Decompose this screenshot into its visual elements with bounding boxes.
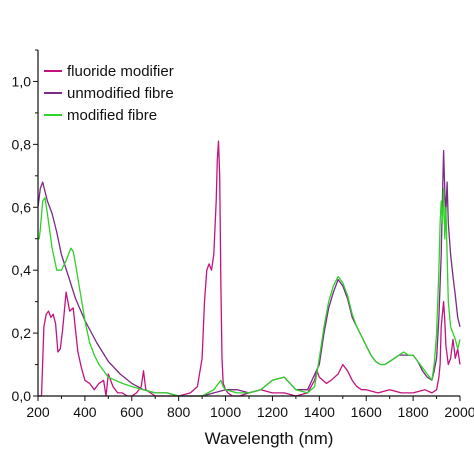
x-tick-labels: 200 400 600 800 1000 1200 1400 1600 1800 2000 [26, 396, 474, 420]
legend-label: fluoride modifier [67, 63, 174, 80]
legend-label: modified fibre [67, 107, 157, 124]
x-tick-label: 800 [167, 404, 191, 420]
legend: fluoride modifier unmodified fibre modifie… [44, 63, 174, 124]
y-tick-label: 0,4 [12, 262, 32, 278]
plot-background [38, 50, 460, 396]
y-tick-label: 0,2 [12, 325, 32, 341]
legend-label: unmodified fibre [67, 85, 174, 102]
x-tick-label: 200 [26, 404, 50, 420]
y-tick-labels: 0,0 0,2 0,4 0,6 0,8 1,0 [12, 49, 38, 404]
y-tick-label: 0,8 [12, 136, 32, 152]
x-tick-label: 400 [73, 404, 97, 420]
x-tick-label: 1200 [257, 404, 288, 420]
x-tick-label: 1400 [304, 404, 335, 420]
y-tick-label: 0,0 [12, 388, 32, 404]
y-tick-label: 0,6 [12, 199, 32, 215]
x-tick-label: 2000 [444, 404, 474, 420]
x-tick-label: 1000 [210, 404, 241, 420]
x-tick-label: 1800 [398, 404, 429, 420]
x-tick-label: 600 [120, 404, 144, 420]
series-line-1 [38, 140, 461, 397]
series-line-2 [37, 150, 461, 397]
series-line-3 [38, 187, 461, 397]
y-tick-label: 1,0 [12, 73, 32, 89]
x-tick-label: 1600 [351, 404, 382, 420]
x-axis-title: Wavelength (nm) [205, 429, 334, 448]
series-layer [37, 140, 461, 397]
